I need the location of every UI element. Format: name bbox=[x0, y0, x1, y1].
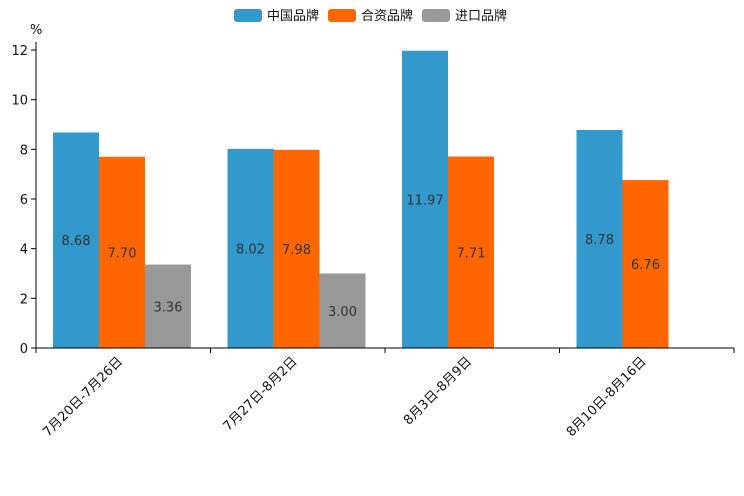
bar bbox=[99, 156, 145, 348]
y-tick-label: 10 bbox=[11, 94, 28, 109]
bar-value-label: 8.68 bbox=[62, 234, 91, 249]
x-category-label: 8月10日-8月16日 bbox=[564, 354, 650, 440]
legend-label: 中国品牌 bbox=[267, 8, 319, 24]
bar-value-label: 8.02 bbox=[236, 242, 265, 257]
y-axis-unit-label: % bbox=[30, 23, 42, 38]
x-category-label: 8月3日-8月9日 bbox=[401, 354, 475, 428]
bar-value-label: 7.71 bbox=[457, 246, 486, 261]
bar bbox=[448, 156, 494, 348]
bar-value-label: 3.36 bbox=[154, 300, 183, 315]
bar-value-label: 8.78 bbox=[585, 233, 614, 248]
legend-swatch bbox=[422, 9, 450, 22]
x-category-label: 7月27日-8月2日 bbox=[221, 354, 301, 434]
bar bbox=[227, 148, 274, 348]
x-category-label: 7月20日-7月26日 bbox=[40, 354, 126, 440]
y-tick-label: 2 bbox=[20, 292, 28, 307]
bar bbox=[145, 264, 191, 348]
x-axis: 7月20日-7月26日 7月27日-8月2日 8月3日-8月9日 8月10日-8月16… bbox=[35, 347, 735, 440]
legend-item[interactable]: 合资品牌 bbox=[328, 8, 413, 24]
bar bbox=[622, 180, 669, 348]
y-tick-label: 0 bbox=[20, 342, 28, 357]
bar bbox=[53, 132, 99, 348]
y-tick-label: 4 bbox=[20, 243, 28, 258]
legend-swatch bbox=[234, 9, 262, 22]
bar bbox=[273, 149, 320, 348]
bar bbox=[402, 50, 448, 349]
legend-label: 合资品牌 bbox=[361, 8, 413, 24]
y-tick-label: 6 bbox=[20, 193, 28, 208]
bar-series-group: 8.68 8.02 11.97 8.78 7.70 7.98 7.71 6.76 3.36 3.0… bbox=[53, 50, 669, 349]
legend-item[interactable]: 中国品牌 bbox=[234, 8, 319, 24]
legend-label: 进口品牌 bbox=[455, 8, 507, 24]
y-tick-label: 8 bbox=[20, 143, 28, 158]
bar bbox=[576, 129, 623, 348]
bar-value-label: 7.98 bbox=[282, 243, 311, 258]
legend-swatch bbox=[328, 9, 356, 22]
bar-value-label: 7.70 bbox=[108, 246, 137, 261]
bar-value-label: 11.97 bbox=[406, 193, 443, 208]
bar bbox=[319, 273, 366, 348]
bar-value-label: 3.00 bbox=[328, 305, 357, 320]
bar-value-label: 6.76 bbox=[631, 258, 660, 273]
legend: 中国品牌 合资品牌 进口品牌 bbox=[234, 8, 507, 24]
y-axis: 0 2 4 6 8 10 12 bbox=[11, 42, 37, 357]
y-tick-label: 12 bbox=[11, 44, 28, 59]
legend-item[interactable]: 进口品牌 bbox=[422, 8, 507, 24]
